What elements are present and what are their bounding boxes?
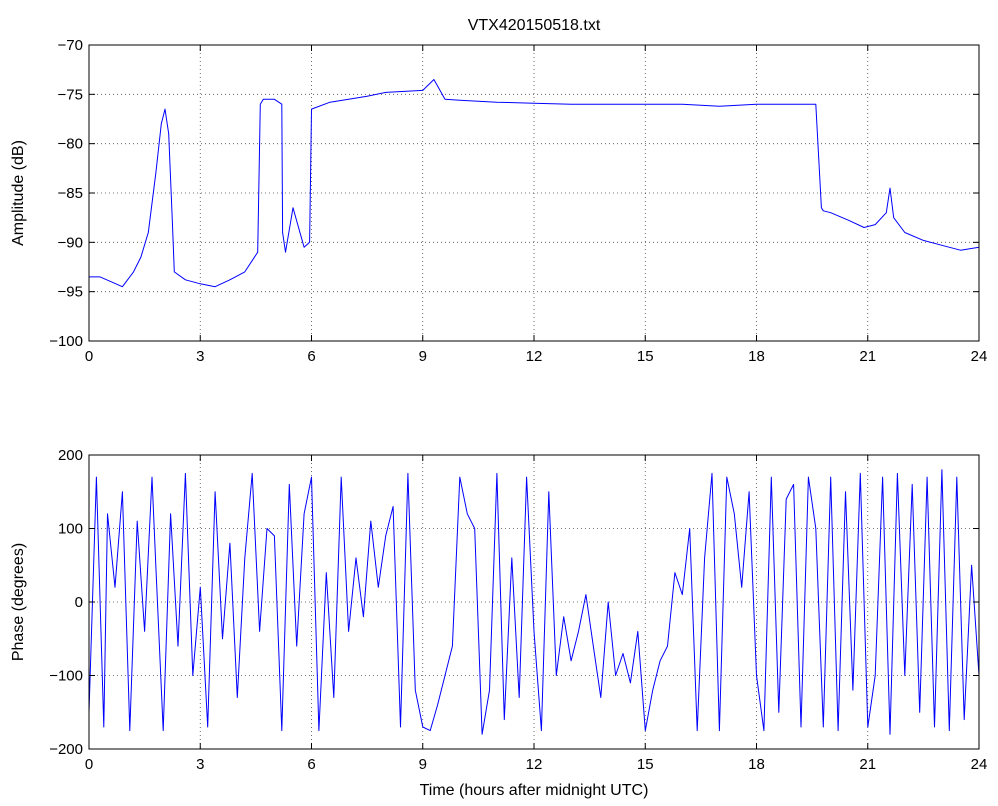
- amplitude-y-tick-label: −85: [58, 185, 83, 202]
- amplitude-series-line: [89, 79, 980, 288]
- phase-axis-ticks: 0 3 6 9 12 15 18 21 24 200 100 0 −100 −200: [49, 447, 987, 773]
- amplitude-y-tick-label: −75: [58, 86, 83, 103]
- amplitude-y-tick-label: −100: [49, 333, 83, 350]
- phase-series-line: [88, 469, 980, 735]
- amplitude-x-tick-label: 6: [307, 348, 315, 365]
- time-x-axis-label: Time (hours after midnight UTC): [420, 782, 649, 799]
- amplitude-x-tick-label: 3: [196, 348, 204, 365]
- phase-y-tick-label: −200: [49, 741, 83, 758]
- amplitude-x-tick-label: 18: [748, 348, 765, 365]
- phase-x-tick-label: 24: [971, 756, 988, 773]
- amplitude-y-axis-label: Amplitude (dB): [10, 140, 27, 246]
- amplitude-axis-ticks: 0 3 6 9 12 15 18 21 24 −70 −75 −80 −85 −90 −95 −100: [49, 37, 987, 365]
- phase-y-tick-label: 0: [75, 594, 83, 611]
- amplitude-x-tick-label: 0: [85, 348, 93, 365]
- amplitude-panel: VTX420150518.txt 0 3 6 9 12 15 18 21 24 −70 −75 −80…: [10, 17, 987, 365]
- amplitude-y-tick-label: −90: [58, 234, 83, 251]
- phase-x-tick-label: 21: [859, 756, 876, 773]
- phase-grid: [89, 455, 979, 749]
- phase-y-tick-label: 100: [58, 521, 83, 538]
- phase-x-tick-label: 15: [637, 756, 654, 773]
- amplitude-grid: [89, 45, 979, 341]
- amplitude-y-tick-label: −95: [58, 284, 83, 301]
- amplitude-x-tick-label: 9: [419, 348, 427, 365]
- amplitude-x-tick-label: 15: [637, 348, 654, 365]
- amplitude-y-tick-label: −70: [58, 37, 83, 54]
- amplitude-y-tick-label: −80: [58, 136, 83, 153]
- amplitude-x-tick-label: 24: [971, 348, 988, 365]
- phase-x-tick-label: 12: [526, 756, 543, 773]
- chart-title: VTX420150518.txt: [468, 17, 601, 34]
- phase-x-tick-label: 3: [196, 756, 204, 773]
- phase-x-tick-label: 18: [748, 756, 765, 773]
- phase-y-tick-label: −100: [49, 668, 83, 685]
- phase-panel: 0 3 6 9 12 15 18 21 24 200 100 0 −100 −200 Phase (deg…: [10, 447, 987, 799]
- phase-x-tick-label: 9: [419, 756, 427, 773]
- amplitude-x-tick-label: 12: [526, 348, 543, 365]
- phase-y-tick-label: 200: [58, 447, 83, 464]
- phase-y-axis-label: Phase (degrees): [10, 543, 27, 661]
- phase-x-tick-label: 0: [85, 756, 93, 773]
- amplitude-x-tick-label: 21: [859, 348, 876, 365]
- phase-x-tick-label: 6: [307, 756, 315, 773]
